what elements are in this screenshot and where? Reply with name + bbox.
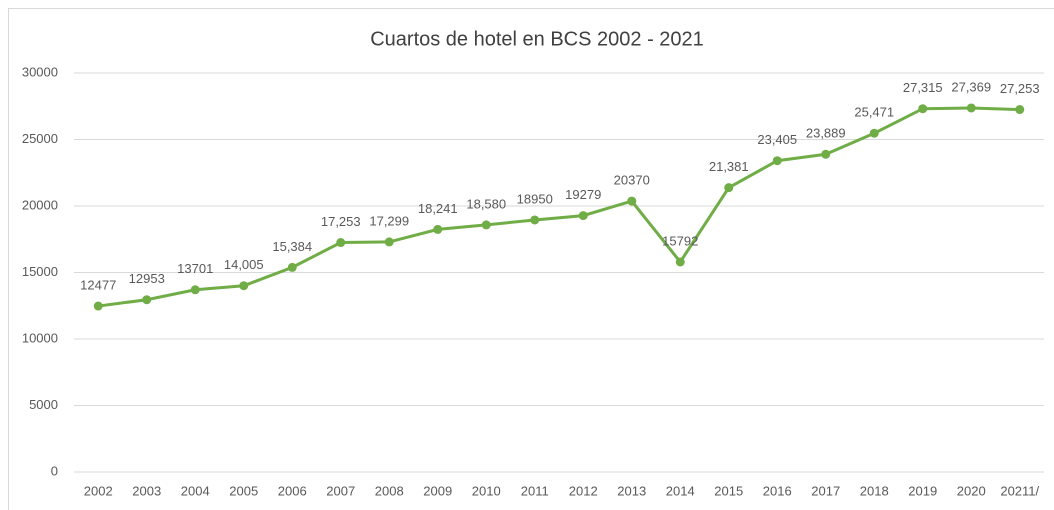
x-tick-label: 2004 xyxy=(181,483,210,498)
x-tick-label: 2009 xyxy=(423,483,452,498)
x-tick-label: 2019 xyxy=(908,483,937,498)
x-tick-label: 2005 xyxy=(229,483,258,498)
data-point xyxy=(966,103,976,113)
data-point xyxy=(287,262,297,272)
data-label: 15,384 xyxy=(272,239,312,254)
y-tick-label: 5000 xyxy=(29,397,58,412)
data-point xyxy=(190,285,200,295)
data-label: 20370 xyxy=(614,173,650,188)
data-point xyxy=(239,281,249,291)
y-tick-label: 0 xyxy=(51,463,58,478)
chart-border xyxy=(8,8,1054,510)
data-point xyxy=(142,295,152,305)
data-label: 18950 xyxy=(517,191,553,206)
x-tick-label: 20211/ xyxy=(1000,483,1039,498)
y-tick-label: 10000 xyxy=(22,330,58,345)
y-tick-label: 20000 xyxy=(22,197,58,212)
x-tick-label: 2008 xyxy=(375,483,404,498)
y-tick-label: 15000 xyxy=(22,264,58,279)
data-point xyxy=(433,224,443,234)
y-tick-label: 25000 xyxy=(22,131,58,146)
data-label: 27,253 xyxy=(1000,81,1040,96)
data-label: 19279 xyxy=(565,187,601,202)
data-point xyxy=(918,104,928,114)
data-point xyxy=(336,238,346,248)
data-point xyxy=(578,211,588,221)
data-point xyxy=(1015,105,1025,115)
data-point xyxy=(481,220,491,230)
data-label: 23,405 xyxy=(757,132,797,147)
data-point xyxy=(93,301,103,311)
x-tick-label: 2013 xyxy=(617,483,646,498)
data-label: 12477 xyxy=(80,277,116,292)
data-point xyxy=(772,156,782,166)
data-label: 21,381 xyxy=(709,159,749,174)
data-point xyxy=(384,237,394,247)
x-tick-label: 2015 xyxy=(714,483,743,498)
data-label: 25,471 xyxy=(854,105,894,120)
data-label: 27,369 xyxy=(951,79,991,94)
data-label: 27,315 xyxy=(903,80,943,95)
x-tick-label: 2014 xyxy=(666,483,695,498)
data-point xyxy=(627,196,637,206)
x-tick-label: 2016 xyxy=(763,483,792,498)
x-tick-label: 2020 xyxy=(957,483,986,498)
y-tick-label: 30000 xyxy=(22,64,58,79)
data-label: 18,580 xyxy=(466,196,506,211)
data-label: 15792 xyxy=(662,233,698,248)
data-label: 17,253 xyxy=(321,214,361,229)
data-point xyxy=(675,257,685,267)
data-label: 23,889 xyxy=(806,126,846,141)
x-tick-label: 2018 xyxy=(860,483,889,498)
data-label: 18,241 xyxy=(418,201,458,216)
data-label: 13701 xyxy=(177,261,213,276)
x-tick-label: 2012 xyxy=(569,483,598,498)
series-line xyxy=(98,106,1020,308)
data-point xyxy=(821,149,831,159)
data-point xyxy=(530,215,540,225)
data-point xyxy=(724,183,734,193)
data-label: 14,005 xyxy=(224,257,264,272)
x-tick-label: 2003 xyxy=(132,483,161,498)
x-tick-label: 2002 xyxy=(84,483,113,498)
x-tick-label: 2010 xyxy=(472,483,501,498)
data-point xyxy=(869,128,879,138)
chart-title: Cuartos de hotel en BCS 2002 - 2021 xyxy=(370,28,704,50)
x-tick-label: 2011 xyxy=(521,483,549,498)
x-tick-label: 2006 xyxy=(278,483,307,498)
x-tick-label: 2017 xyxy=(811,483,840,498)
x-tick-label: 2007 xyxy=(326,483,355,498)
data-label: 17,299 xyxy=(369,213,409,228)
data-label: 12953 xyxy=(129,271,165,286)
